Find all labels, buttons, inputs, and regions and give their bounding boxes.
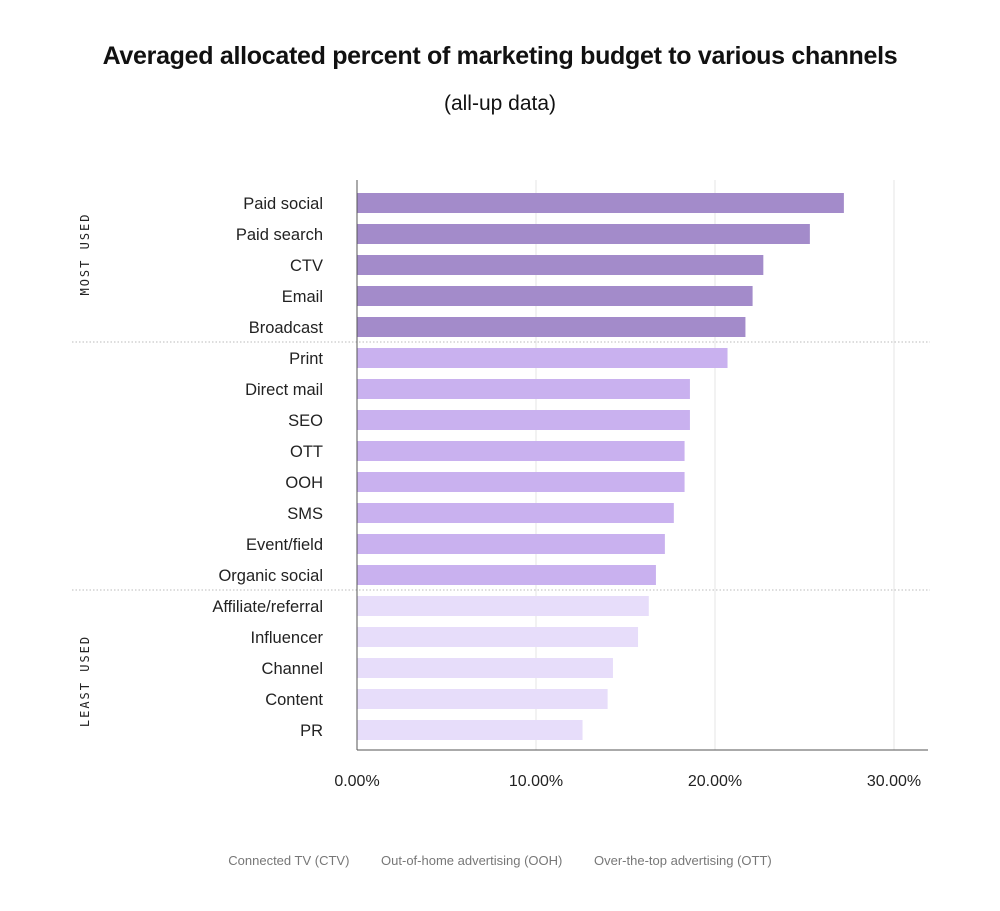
category-label: SMS — [287, 505, 323, 523]
bar — [357, 534, 665, 554]
bar — [357, 565, 656, 585]
category-label: Channel — [262, 660, 323, 678]
footnote-ctv: Connected TV (CTV) — [228, 853, 350, 868]
bar — [357, 193, 844, 213]
bar — [357, 317, 746, 337]
category-label: Email — [282, 288, 323, 306]
category-label: OTT — [290, 443, 323, 461]
category-label: PR — [300, 722, 323, 740]
category-label: Influencer — [251, 629, 324, 647]
category-label: Direct mail — [245, 381, 323, 399]
chart-subtitle: (all-up data) — [443, 92, 557, 115]
category-label: Paid search — [236, 226, 323, 244]
category-label: Event/field — [246, 536, 323, 554]
x-tick-label: 30.00% — [867, 773, 921, 790]
group-label-most-used: MOST USED — [78, 212, 92, 295]
group-label-least-used: LEAST USED — [78, 635, 92, 727]
bar — [357, 286, 753, 306]
category-label: Organic social — [218, 567, 323, 585]
footnotes: Connected TV (CTV) Out-of-home advertisi… — [0, 853, 1000, 868]
category-label: Print — [289, 350, 323, 368]
bar — [357, 410, 690, 430]
footnote-ott: Over-the-top advertising (OTT) — [594, 853, 772, 868]
category-label: Affiliate/referral — [212, 598, 323, 616]
bar — [357, 627, 639, 647]
bar — [357, 348, 728, 368]
bar — [357, 472, 685, 492]
category-label: CTV — [290, 257, 323, 275]
category-label: Broadcast — [249, 319, 324, 337]
bar — [357, 224, 810, 244]
bar — [357, 503, 674, 523]
category-label: OOH — [285, 474, 323, 492]
bar — [357, 689, 608, 709]
category-label: SEO — [288, 412, 323, 430]
x-tick-label: 20.00% — [688, 773, 742, 790]
category-label: Paid social — [243, 195, 323, 213]
x-tick-label: 0.00% — [334, 773, 379, 790]
bar — [357, 441, 685, 461]
footnote-ooh: Out-of-home advertising (OOH) — [381, 853, 563, 868]
chart-title: Averaged allocated percent of marketing … — [102, 42, 898, 70]
category-label: Content — [265, 691, 323, 709]
bar — [357, 720, 583, 740]
x-tick-label: 10.00% — [509, 773, 563, 790]
bar — [357, 379, 690, 399]
bar — [357, 658, 613, 678]
bar — [357, 596, 649, 616]
bar — [357, 255, 764, 275]
